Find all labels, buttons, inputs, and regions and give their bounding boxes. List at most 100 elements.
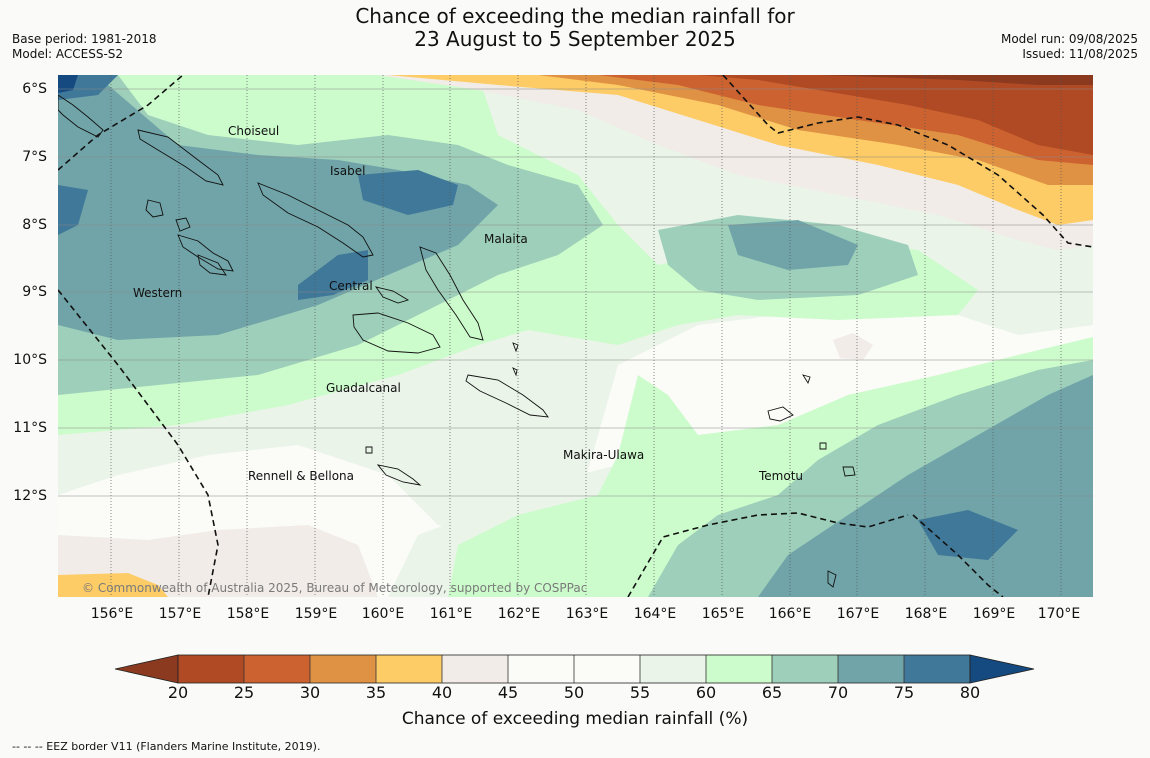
colorbar-35-40 xyxy=(376,655,442,683)
lat-label-10s: 10°S xyxy=(13,352,47,368)
copyright-notice: © Commonwealth of Australia 2025, Bureau… xyxy=(82,581,588,595)
graticule xyxy=(110,75,1062,597)
map-title-line2: 23 August to 5 September 2025 xyxy=(414,27,736,51)
island-new-georgia xyxy=(177,234,234,272)
lon-label-166e: 166°E xyxy=(768,606,812,622)
island-small-1 xyxy=(512,367,518,377)
colorbar-tick-75: 75 xyxy=(893,683,915,702)
lat-label-6s: 6°S xyxy=(22,81,47,97)
island-reef xyxy=(801,374,811,385)
issued-text: Issued: 11/08/2025 xyxy=(1022,47,1138,61)
colorbar-50-55 xyxy=(574,655,640,683)
island-santa-cruz xyxy=(767,406,794,422)
colorbar-20-25 xyxy=(178,655,244,683)
island-rennell xyxy=(376,464,422,486)
colorbar-label: Chance of exceeding median rainfall (%) xyxy=(401,709,749,729)
colorbar-tick-55: 55 xyxy=(629,683,651,702)
island-choiseul xyxy=(137,129,224,186)
rainfall-map: Choiseul Isabel Malaita Western Central … xyxy=(58,75,1093,597)
lon-label-167e: 167°E xyxy=(836,606,880,622)
lon-label-157e: 157°E xyxy=(158,606,202,622)
island-kolombangara xyxy=(175,217,191,232)
colorbar-70-75 xyxy=(838,655,904,683)
region-label-central: Central xyxy=(329,279,373,293)
lon-label-165e: 165°E xyxy=(701,606,745,622)
island-vella xyxy=(145,199,164,218)
colorbar xyxy=(114,654,1035,684)
lat-label-11s: 11°S xyxy=(13,420,47,436)
lon-label-163e: 163°E xyxy=(565,606,609,622)
contour-below20-nw xyxy=(58,75,78,93)
region-label-choiseul: Choiseul xyxy=(228,124,280,138)
island-vanikoro xyxy=(842,466,856,477)
rainfall-map-svg xyxy=(58,75,1093,597)
model-text: Model: ACCESS-S2 xyxy=(12,47,124,61)
island-ulawa xyxy=(512,342,519,353)
colorbar-65-70 xyxy=(772,655,838,683)
model-run-text: Model run: 09/08/2025 xyxy=(1000,32,1138,46)
colorbar-30-35 xyxy=(310,655,376,683)
island-bellona xyxy=(365,446,373,454)
region-label-makira-ulawa: Makira-Ulawa xyxy=(563,448,645,462)
colorbar-25-30 xyxy=(244,655,310,683)
colorbar-tick-20: 20 xyxy=(167,683,189,702)
contour-below20 xyxy=(738,75,1093,85)
coastlines xyxy=(58,94,856,588)
region-label-temotu: Temotu xyxy=(759,469,804,483)
lon-label-162e: 162°E xyxy=(497,606,541,622)
contour-70-75-east xyxy=(728,220,858,270)
colorbar-75-80 xyxy=(904,655,970,683)
island-rendova xyxy=(197,254,227,276)
colorbar-40-45 xyxy=(442,655,508,683)
lon-label-170e: 170°E xyxy=(1037,606,1081,622)
region-label-western: Western xyxy=(133,286,183,300)
colorbar-tick-70: 70 xyxy=(827,683,849,702)
map-title-line1: Chance of exceeding the median rainfall … xyxy=(355,4,795,28)
region-label-guadalcanal: Guadalcanal xyxy=(326,381,401,395)
colorbar-tick-60: 60 xyxy=(695,683,717,702)
contour-20-25 xyxy=(698,75,1093,155)
island-makira xyxy=(465,374,549,418)
colorbar-tick-45: 45 xyxy=(497,683,519,702)
island-bougainville xyxy=(58,94,104,138)
region-label-rennell-bellona: Rennell & Bellona xyxy=(248,469,355,483)
colorbar-tick-65: 65 xyxy=(761,683,783,702)
island-malaita xyxy=(419,246,484,341)
contour-75-80-west xyxy=(58,185,88,235)
lon-label-168e: 168°E xyxy=(904,606,948,622)
island-banks xyxy=(827,570,837,588)
contour-70-75-south xyxy=(758,375,1093,597)
island-utupua xyxy=(819,442,827,450)
contour-35-40-south xyxy=(58,573,168,597)
lat-label-8s: 8°S xyxy=(22,217,47,233)
lon-label-159e: 159°E xyxy=(294,606,338,622)
colorbar-above80 xyxy=(969,654,1035,684)
lon-label-164e: 164°E xyxy=(633,606,677,622)
island-guadalcanal xyxy=(352,312,441,354)
colorbar-tick-50: 50 xyxy=(563,683,585,702)
lon-label-169e: 169°E xyxy=(972,606,1016,622)
region-label-malaita: Malaita xyxy=(484,232,528,246)
eez-border-note: -- -- -- EEZ border V11 (Flanders Marine… xyxy=(12,740,321,753)
colorbar-60-65 xyxy=(706,655,772,683)
colorbar-tick-40: 40 xyxy=(431,683,453,702)
colorbar-tick-35: 35 xyxy=(365,683,387,702)
colorbar-below20 xyxy=(114,654,179,684)
colorbar-45-50 xyxy=(508,655,574,683)
contour-70-75 xyxy=(58,85,498,340)
contour-40-45-east xyxy=(833,333,873,360)
colorbar-55-60 xyxy=(640,655,706,683)
base-period-text: Base period: 1981-2018 xyxy=(12,32,157,46)
contour-75-80-isabel xyxy=(358,170,458,215)
island-isabel xyxy=(257,182,374,258)
colorbar-tick-30: 30 xyxy=(299,683,321,702)
region-label-isabel: Isabel xyxy=(330,164,366,178)
lon-label-160e: 160°E xyxy=(361,606,405,622)
lat-label-12s: 12°S xyxy=(13,488,47,504)
colorbar-tick-80: 80 xyxy=(959,683,981,702)
lat-label-7s: 7°S xyxy=(22,149,47,165)
contour-75-80-central xyxy=(298,250,368,300)
eez-border xyxy=(58,75,1093,597)
island-florida xyxy=(374,286,410,304)
lat-label-9s: 9°S xyxy=(22,284,47,300)
